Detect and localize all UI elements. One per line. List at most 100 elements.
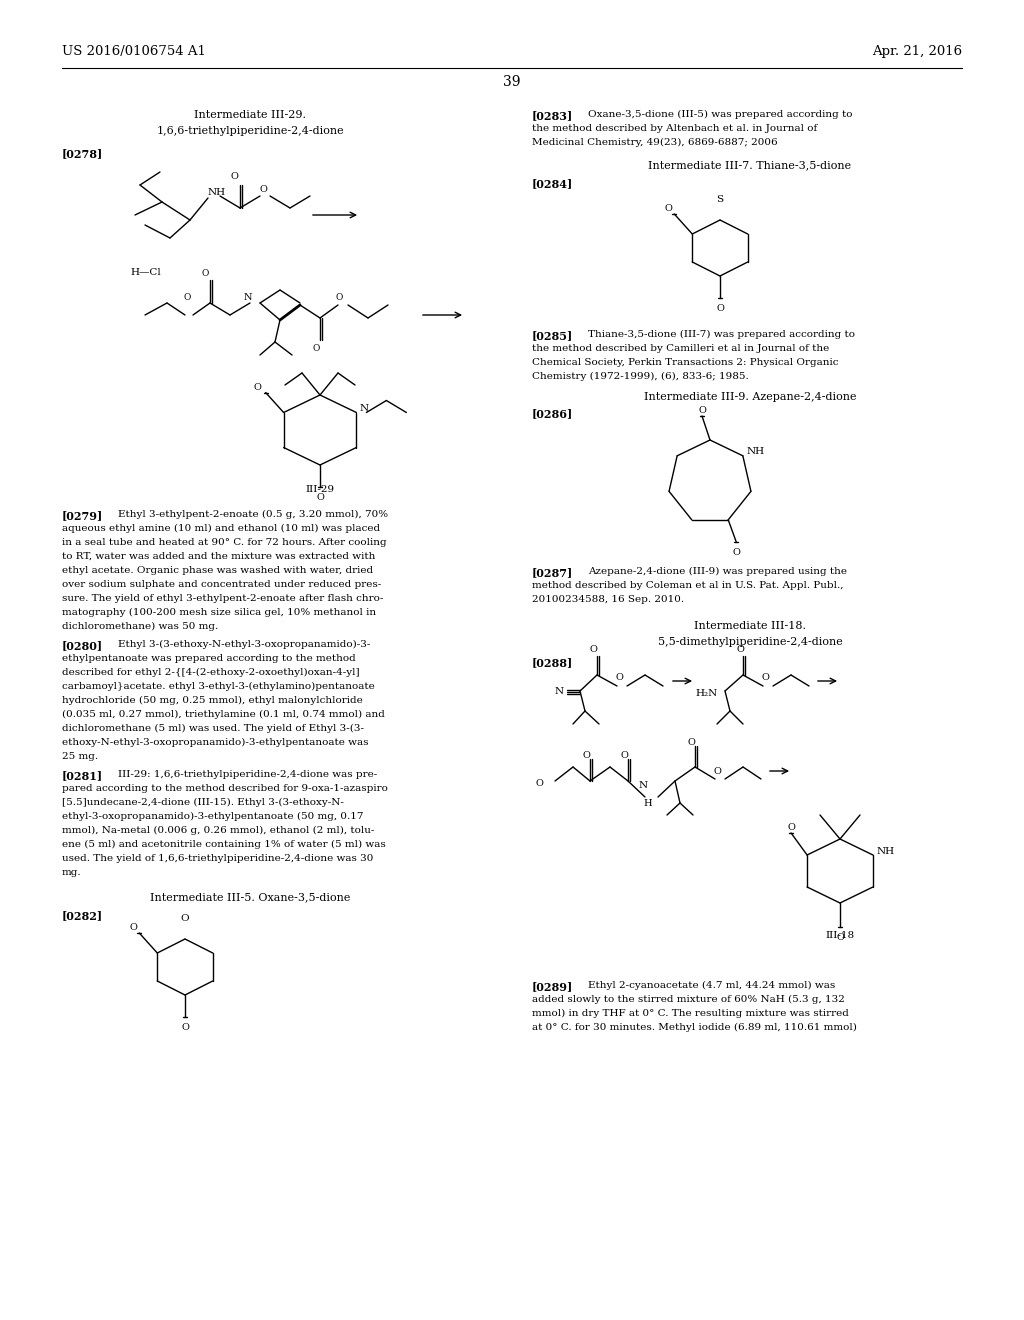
Text: dichloromethane) was 50 mg.: dichloromethane) was 50 mg. [62, 622, 218, 631]
Text: O: O [536, 779, 543, 788]
Text: carbamoyl}acetate. ethyl 3-ethyl-3-(ethylamino)pentanoate: carbamoyl}acetate. ethyl 3-ethyl-3-(ethy… [62, 682, 375, 692]
Text: [0282]: [0282] [62, 909, 103, 921]
Text: 5,5-dimethylpiperidine-2,4-dione: 5,5-dimethylpiperidine-2,4-dione [657, 638, 843, 647]
Text: O: O [312, 345, 319, 352]
Text: Ethyl 2-cyanoacetate (4.7 ml, 44.24 mmol) was: Ethyl 2-cyanoacetate (4.7 ml, 44.24 mmol… [588, 981, 836, 990]
Text: ethoxy-N-ethyl-3-oxopropanamido)-3-ethylpentanoate was: ethoxy-N-ethyl-3-oxopropanamido)-3-ethyl… [62, 738, 369, 747]
Text: ene (5 ml) and acetonitrile containing 1% of water (5 ml) was: ene (5 ml) and acetonitrile containing 1… [62, 840, 386, 849]
Text: Chemistry (1972-1999), (6), 833-6; 1985.: Chemistry (1972-1999), (6), 833-6; 1985. [532, 372, 749, 381]
Text: O: O [183, 293, 190, 301]
Text: O: O [687, 738, 695, 747]
Text: 1,6,6-triethylpiperidine-2,4-dione: 1,6,6-triethylpiperidine-2,4-dione [157, 125, 344, 136]
Text: III-29: III-29 [305, 484, 335, 494]
Text: [0278]: [0278] [62, 148, 103, 158]
Text: S: S [717, 195, 724, 205]
Text: [0284]: [0284] [532, 178, 573, 189]
Text: Intermediate III-18.: Intermediate III-18. [694, 620, 806, 631]
Text: mmol), Na-metal (0.006 g, 0.26 mmol), ethanol (2 ml), tolu-: mmol), Na-metal (0.006 g, 0.26 mmol), et… [62, 826, 375, 836]
Text: O: O [589, 645, 597, 653]
Text: Intermediate III-7. Thiane-3,5-dione: Intermediate III-7. Thiane-3,5-dione [648, 160, 852, 170]
Text: N: N [359, 404, 369, 413]
Text: O: O [181, 1023, 189, 1032]
Text: US 2016/0106754 A1: US 2016/0106754 A1 [62, 45, 206, 58]
Text: NH: NH [877, 847, 895, 857]
Text: [0285]: [0285] [532, 330, 573, 341]
Text: 39: 39 [503, 75, 521, 88]
Text: O: O [582, 751, 590, 760]
Text: O: O [713, 767, 721, 776]
Text: N: N [639, 781, 648, 791]
Text: O: O [787, 822, 795, 832]
Text: [5.5]undecane-2,4-dione (III-15). Ethyl 3-(3-ethoxy-N-: [5.5]undecane-2,4-dione (III-15). Ethyl … [62, 799, 344, 807]
Text: O: O [716, 304, 724, 313]
Text: O: O [129, 923, 137, 932]
Text: NH: NH [208, 187, 226, 197]
Text: Apr. 21, 2016: Apr. 21, 2016 [871, 45, 962, 58]
Text: [0289]: [0289] [532, 981, 573, 993]
Text: NH: NH [746, 447, 765, 457]
Text: the method described by Camilleri et al in Journal of the: the method described by Camilleri et al … [532, 345, 829, 352]
Text: Azepane-2,4-dione (III-9) was prepared using the: Azepane-2,4-dione (III-9) was prepared u… [588, 568, 847, 576]
Text: O: O [316, 492, 324, 502]
Text: to RT, water was added and the mixture was extracted with: to RT, water was added and the mixture w… [62, 552, 376, 561]
Text: added slowly to the stirred mixture of 60% NaH (5.3 g, 132: added slowly to the stirred mixture of 6… [532, 995, 845, 1005]
Text: H₂N: H₂N [695, 689, 717, 697]
Text: described for ethyl 2-{[4-(2-ethoxy-2-oxoethyl)oxan-4-yl]: described for ethyl 2-{[4-(2-ethoxy-2-ox… [62, 668, 359, 677]
Text: 25 mg.: 25 mg. [62, 752, 98, 762]
Text: [0279]: [0279] [62, 510, 103, 521]
Text: Intermediate III-5. Oxane-3,5-dione: Intermediate III-5. Oxane-3,5-dione [150, 892, 350, 902]
Text: (0.035 ml, 0.27 mmol), triethylamine (0.1 ml, 0.74 mmol) and: (0.035 ml, 0.27 mmol), triethylamine (0.… [62, 710, 385, 719]
Text: O: O [230, 172, 238, 181]
Text: H—Cl: H—Cl [130, 268, 161, 277]
Text: O: O [621, 751, 628, 760]
Text: ethyl-3-oxopropanamido)-3-ethylpentanoate (50 mg, 0.17: ethyl-3-oxopropanamido)-3-ethylpentanoat… [62, 812, 364, 821]
Text: [0281]: [0281] [62, 770, 103, 781]
Text: hydrochloride (50 mg, 0.25 mmol), ethyl malonylchloride: hydrochloride (50 mg, 0.25 mmol), ethyl … [62, 696, 362, 705]
Text: O: O [260, 186, 268, 194]
Text: III-18: III-18 [825, 931, 855, 940]
Text: matography (100-200 mesh size silica gel, 10% methanol in: matography (100-200 mesh size silica gel… [62, 609, 376, 618]
Text: O: O [761, 672, 769, 681]
Text: [0288]: [0288] [532, 657, 573, 668]
Text: Ethyl 3-ethylpent-2-enoate (0.5 g, 3.20 mmol), 70%: Ethyl 3-ethylpent-2-enoate (0.5 g, 3.20 … [118, 510, 388, 519]
Text: 20100234588, 16 Sep. 2010.: 20100234588, 16 Sep. 2010. [532, 595, 684, 605]
Text: [0286]: [0286] [532, 408, 573, 418]
Text: [0280]: [0280] [62, 640, 103, 651]
Text: at 0° C. for 30 minutes. Methyl iodide (6.89 ml, 110.61 mmol): at 0° C. for 30 minutes. Methyl iodide (… [532, 1023, 857, 1032]
Text: III-29: 1,6,6-triethylpiperidine-2,4-dione was pre-: III-29: 1,6,6-triethylpiperidine-2,4-dio… [118, 770, 377, 779]
Text: sure. The yield of ethyl 3-ethylpent-2-enoate after flash chro-: sure. The yield of ethyl 3-ethylpent-2-e… [62, 594, 383, 603]
Text: Intermediate III-29.: Intermediate III-29. [194, 110, 306, 120]
Text: Chemical Society, Perkin Transactions 2: Physical Organic: Chemical Society, Perkin Transactions 2:… [532, 358, 839, 367]
Text: method described by Coleman et al in U.S. Pat. Appl. Publ.,: method described by Coleman et al in U.S… [532, 581, 844, 590]
Text: O: O [180, 913, 189, 923]
Text: in a seal tube and heated at 90° C. for 72 hours. After cooling: in a seal tube and heated at 90° C. for … [62, 539, 387, 546]
Text: O: O [698, 407, 706, 414]
Text: O: O [254, 383, 261, 392]
Text: Ethyl 3-(3-ethoxy-N-ethyl-3-oxopropanamido)-3-: Ethyl 3-(3-ethoxy-N-ethyl-3-oxopropanami… [118, 640, 371, 649]
Text: Medicinal Chemistry, 49(23), 6869-6887; 2006: Medicinal Chemistry, 49(23), 6869-6887; … [532, 139, 777, 147]
Text: [0283]: [0283] [532, 110, 573, 121]
Text: N: N [244, 293, 252, 302]
Text: O: O [836, 933, 844, 942]
Text: mg.: mg. [62, 869, 82, 876]
Text: over sodium sulphate and concentrated under reduced pres-: over sodium sulphate and concentrated un… [62, 579, 381, 589]
Text: Thiane-3,5-dione (III-7) was prepared according to: Thiane-3,5-dione (III-7) was prepared ac… [588, 330, 855, 339]
Text: dichloromethane (5 ml) was used. The yield of Ethyl 3-(3-: dichloromethane (5 ml) was used. The yie… [62, 723, 364, 733]
Text: O: O [336, 293, 343, 302]
Text: O: O [736, 645, 744, 653]
Text: Oxane-3,5-dione (III-5) was prepared according to: Oxane-3,5-dione (III-5) was prepared acc… [588, 110, 853, 119]
Text: Intermediate III-9. Azepane-2,4-dione: Intermediate III-9. Azepane-2,4-dione [644, 392, 856, 403]
Text: O: O [202, 269, 209, 279]
Text: the method described by Altenbach et al. in Journal of: the method described by Altenbach et al.… [532, 124, 817, 133]
Text: mmol) in dry THF at 0° C. The resulting mixture was stirred: mmol) in dry THF at 0° C. The resulting … [532, 1008, 849, 1018]
Text: O: O [615, 672, 623, 681]
Text: pared according to the method described for 9-oxa-1-azaspiro: pared according to the method described … [62, 784, 388, 793]
Text: aqueous ethyl amine (10 ml) and ethanol (10 ml) was placed: aqueous ethyl amine (10 ml) and ethanol … [62, 524, 380, 533]
Text: O: O [732, 548, 740, 557]
Text: used. The yield of 1,6,6-triethylpiperidine-2,4-dione was 30: used. The yield of 1,6,6-triethylpiperid… [62, 854, 374, 863]
Text: N: N [555, 686, 564, 696]
Text: [0287]: [0287] [532, 568, 573, 578]
Text: ethyl acetate. Organic phase was washed with water, dried: ethyl acetate. Organic phase was washed … [62, 566, 373, 576]
Text: ethylpentanoate was prepared according to the method: ethylpentanoate was prepared according t… [62, 653, 355, 663]
Text: H: H [643, 799, 651, 808]
